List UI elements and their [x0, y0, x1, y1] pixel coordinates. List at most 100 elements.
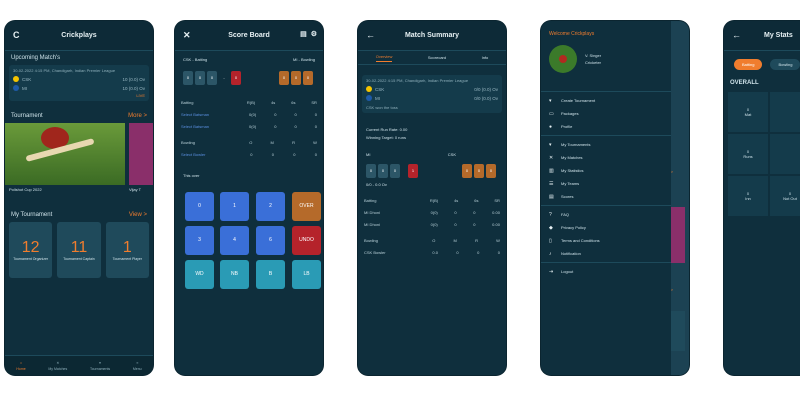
stats-screen: ← My Stats Batting Bowling OVERALL 0 Mat …	[724, 21, 800, 375]
cell: 0	[294, 112, 297, 117]
close-icon[interactable]: ✕	[183, 30, 191, 40]
match-meta: 30-02-2022 4:15 PM, Chandigarh, Indian P…	[13, 68, 116, 73]
ball-box: 0	[231, 70, 241, 85]
page-title: Match Summary	[404, 32, 460, 39]
tab-scorecard[interactable]: Scorecard	[427, 55, 447, 60]
team-labels: CSK - Batting MI - Bowling	[175, 51, 323, 64]
key-lb[interactable]: LB	[292, 259, 321, 289]
cell: 0	[314, 124, 317, 129]
tab-info[interactable]: Info	[481, 55, 489, 60]
profile-header[interactable]: V. Singer Cricketer	[541, 37, 671, 73]
key-undo[interactable]: UNDO	[292, 225, 321, 255]
batter-row[interactable]: Select Batsman 0(0) 0 0 0	[175, 121, 323, 133]
cell: 0.0	[432, 250, 438, 255]
match-card[interactable]: 30-02-2022 4:15 PM, Chandigarh, Indian P…	[9, 65, 149, 101]
col-head: R(B)	[246, 100, 256, 105]
stat-card[interactable]: 12 Tournament Organizer	[9, 222, 53, 278]
divider	[541, 262, 671, 263]
cell: 0.00	[492, 210, 500, 215]
menu-faq[interactable]: ? FAQ	[541, 208, 671, 221]
stat-label: Inn	[745, 196, 751, 201]
menu-my-teams[interactable]: ☰ My Teams	[541, 177, 671, 190]
key-4[interactable]: 4	[220, 225, 249, 255]
live-link[interactable]: LIVE	[136, 93, 145, 98]
key-2[interactable]: 2	[256, 191, 285, 221]
col-head: W	[313, 140, 317, 145]
tab-bowling[interactable]: Bowling	[770, 59, 800, 70]
user-icon: ●	[549, 123, 553, 130]
tournament-name: Pollshot Cup 2022	[9, 187, 42, 192]
nav-tournaments[interactable]: ▾ Tournaments	[90, 361, 110, 371]
menu-my-statistics[interactable]: ▥ My Statistics	[541, 164, 671, 177]
menu-label: FAQ	[561, 212, 570, 217]
page-title: Score Board	[228, 32, 270, 39]
key-1[interactable]: 1	[220, 191, 249, 221]
stat-card[interactable]: 11 Tournament Captain	[57, 222, 101, 278]
ball-box: 1	[408, 163, 418, 178]
divider	[541, 205, 671, 206]
nav-label: Menu	[132, 366, 142, 371]
key-nb[interactable]: NB	[220, 259, 249, 289]
section-title: My Tournament	[11, 212, 53, 218]
menu-scores[interactable]: ▤ Scores	[541, 190, 671, 203]
nav-matches[interactable]: ✕ My Matches	[48, 361, 67, 371]
key-over[interactable]: OVER	[292, 191, 321, 221]
question-icon: ?	[549, 211, 552, 218]
menu-terms[interactable]: ▯ Terms and Conditions	[541, 234, 671, 247]
cell: 0	[314, 152, 317, 157]
tournament-carousel[interactable]	[5, 123, 153, 185]
score-line: 0/0 - 0.0 Ov	[366, 181, 387, 187]
stat-label: Tournament Captain	[63, 257, 95, 261]
tournament-section: Tournament More >	[5, 109, 153, 123]
col-head: R	[475, 238, 478, 243]
ball-box: -	[223, 75, 225, 80]
key-wd[interactable]: WD	[185, 259, 214, 289]
scorecard-icon[interactable]: ▤	[300, 31, 307, 38]
my-tournament-section: My Tournament View >	[5, 208, 153, 222]
menu-privacy[interactable]: ◆ Privacy Policy	[541, 221, 671, 234]
batter-row[interactable]: Select Batsman 0(0) 0 0 0	[175, 109, 323, 121]
more-link[interactable]: More >	[128, 113, 147, 119]
nav-menu[interactable]: ≡ Menu	[133, 361, 142, 371]
menu-packages[interactable]: ▭ Packages	[541, 107, 671, 120]
key-0[interactable]: 0	[185, 191, 214, 221]
bowler-row: CSK Bowler 0.0 0 0 0	[358, 247, 506, 259]
ball-box: 0	[474, 163, 484, 178]
settings-icon[interactable]: ⚙	[310, 31, 317, 38]
cell: 0	[477, 250, 480, 255]
col-head: M	[270, 140, 274, 145]
tab-overview[interactable]: Overview	[375, 54, 393, 62]
stats-row: 12 Tournament Organizer 11 Tournament Ca…	[5, 222, 153, 278]
menu-notification[interactable]: ♪ Notification	[541, 247, 671, 260]
menu-profile[interactable]: ● Profile	[541, 120, 671, 133]
batter-row: MI Dhoni 0(0) 0 0 0.00	[358, 207, 506, 219]
menu-my-tournaments[interactable]: ▾ My Tournaments	[541, 138, 671, 151]
stat-cell: 0 Not Out	[770, 176, 800, 216]
menu-logout[interactable]: ⇥ Logout	[541, 265, 671, 278]
tab-batting[interactable]: Batting	[734, 59, 763, 70]
overall-heading: OVERALL	[730, 80, 759, 86]
key-b[interactable]: B	[256, 259, 285, 289]
key-3[interactable]: 3	[185, 225, 214, 255]
cell: 0	[274, 112, 277, 117]
back-arrow-icon[interactable]: ←	[732, 30, 741, 40]
view-link[interactable]: View >	[128, 212, 147, 218]
document-icon: ▯	[549, 237, 552, 244]
menu-create-tournament[interactable]: ▾ Create Tournament	[541, 94, 671, 107]
stat-card[interactable]: 1 Tournament Player	[105, 222, 149, 278]
back-arrow-icon[interactable]: ←	[366, 30, 375, 40]
menu-my-matches[interactable]: ✕ My Matches	[541, 151, 671, 164]
menu-label: My Teams	[561, 181, 580, 186]
cricket-ball-icon	[41, 127, 69, 149]
bowler-row[interactable]: Select Bowler 0 0 0 0	[175, 149, 323, 161]
nav-home[interactable]: ⌂ Home	[16, 361, 25, 371]
cell: 0	[274, 124, 277, 129]
key-6[interactable]: 6	[256, 225, 285, 255]
profile-info: V. Singer Cricketer	[585, 52, 601, 66]
stat-label: Mat	[744, 112, 752, 117]
batter-row: MI Dhoni 0(0) 0 0 0.00	[358, 219, 506, 231]
cell: 0(0)	[430, 210, 438, 215]
batting-header: Batting R(B) 4s 6s SR	[175, 97, 323, 109]
